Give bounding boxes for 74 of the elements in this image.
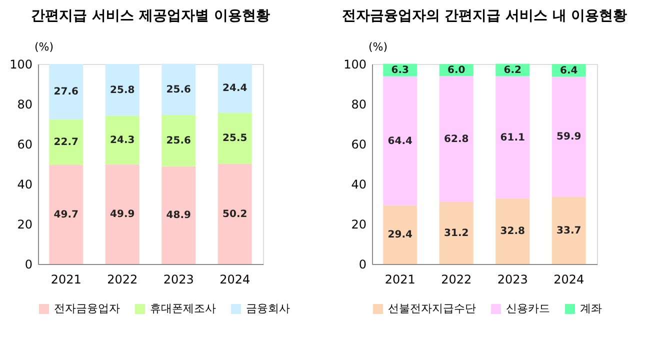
data-label: 6.0 xyxy=(448,65,466,76)
bar xyxy=(496,76,530,198)
data-label: 6.2 xyxy=(504,65,522,76)
y-tick-label: 20 xyxy=(17,218,32,232)
chart-title: 전자금융업자의 간편지급 서비스 내 이용현황 xyxy=(342,8,628,24)
bar xyxy=(162,166,196,264)
data-label: 6.4 xyxy=(560,65,578,76)
data-label: 32.8 xyxy=(500,226,525,238)
data-label: 62.8 xyxy=(444,134,469,145)
data-label: 50.2 xyxy=(222,208,248,220)
x-tick-label: 2024 xyxy=(220,272,250,286)
y-axis-title: (%) xyxy=(34,40,54,54)
chart-title: 간편지급 서비스 제공업자별 이용현황 xyxy=(31,8,270,24)
data-label: 49.7 xyxy=(54,209,78,220)
bar xyxy=(383,76,418,206)
data-label: 49.9 xyxy=(110,209,135,220)
bar xyxy=(49,164,84,264)
bar xyxy=(49,119,84,165)
bar xyxy=(439,202,474,264)
data-label: 31.2 xyxy=(444,228,469,239)
data-label: 25.6 xyxy=(166,136,191,147)
legend-label: 전자금융업자 xyxy=(54,302,120,315)
x-tick-label: 2021 xyxy=(50,272,82,286)
bar xyxy=(383,205,418,264)
data-label: 27.6 xyxy=(54,86,78,98)
y-axis-title: (%) xyxy=(368,40,388,54)
bar xyxy=(552,196,586,264)
y-tick-label: 60 xyxy=(351,138,366,152)
bar xyxy=(162,64,196,115)
bar xyxy=(105,164,140,264)
y-tick-label: 40 xyxy=(351,178,366,192)
legend-label: 금융회사 xyxy=(246,302,290,315)
data-label: 25.5 xyxy=(222,133,248,144)
data-label: 61.1 xyxy=(500,132,525,144)
data-label: 25.8 xyxy=(110,84,135,96)
data-label: 25.6 xyxy=(166,84,191,96)
data-label: 33.7 xyxy=(556,225,582,236)
bar xyxy=(49,64,84,120)
y-tick-label: 20 xyxy=(351,218,366,232)
data-label: 6.3 xyxy=(391,65,410,76)
y-tick-label: 100 xyxy=(10,58,32,72)
x-tick-label: 2021 xyxy=(384,272,416,286)
data-label: 64.4 xyxy=(388,136,412,147)
bar xyxy=(496,198,530,264)
y-tick-label: 60 xyxy=(17,138,32,152)
x-tick-label: 2022 xyxy=(107,272,138,286)
x-tick-label: 2024 xyxy=(554,272,584,286)
data-label: 24.3 xyxy=(110,134,135,146)
y-tick-label: 0 xyxy=(358,258,366,272)
bar xyxy=(105,64,140,116)
y-tick-label: 0 xyxy=(24,258,32,272)
y-tick-label: 80 xyxy=(351,98,366,112)
bar xyxy=(218,164,252,264)
legend-label: 신용카드 xyxy=(506,302,550,315)
data-label: 22.7 xyxy=(54,136,78,148)
y-tick-label: 80 xyxy=(17,98,32,112)
bar xyxy=(105,116,140,164)
x-tick-label: 2023 xyxy=(163,272,194,286)
legend-label: 계좌 xyxy=(580,302,602,315)
data-label: 48.9 xyxy=(166,210,191,222)
data-label: 24.4 xyxy=(222,83,248,94)
bar xyxy=(552,76,586,197)
bar xyxy=(218,112,252,164)
legend-label: 휴대폰제조사 xyxy=(150,302,216,315)
y-tick-label: 40 xyxy=(17,178,32,192)
bar xyxy=(162,115,196,166)
legend-label: 선불전자지급수단 xyxy=(388,302,476,315)
data-label: 59.9 xyxy=(556,132,582,143)
bar xyxy=(439,76,474,202)
data-label: 29.4 xyxy=(388,230,412,241)
x-tick-label: 2022 xyxy=(441,272,472,286)
bar xyxy=(218,64,252,113)
x-tick-label: 2023 xyxy=(497,272,528,286)
y-tick-label: 100 xyxy=(344,58,366,72)
